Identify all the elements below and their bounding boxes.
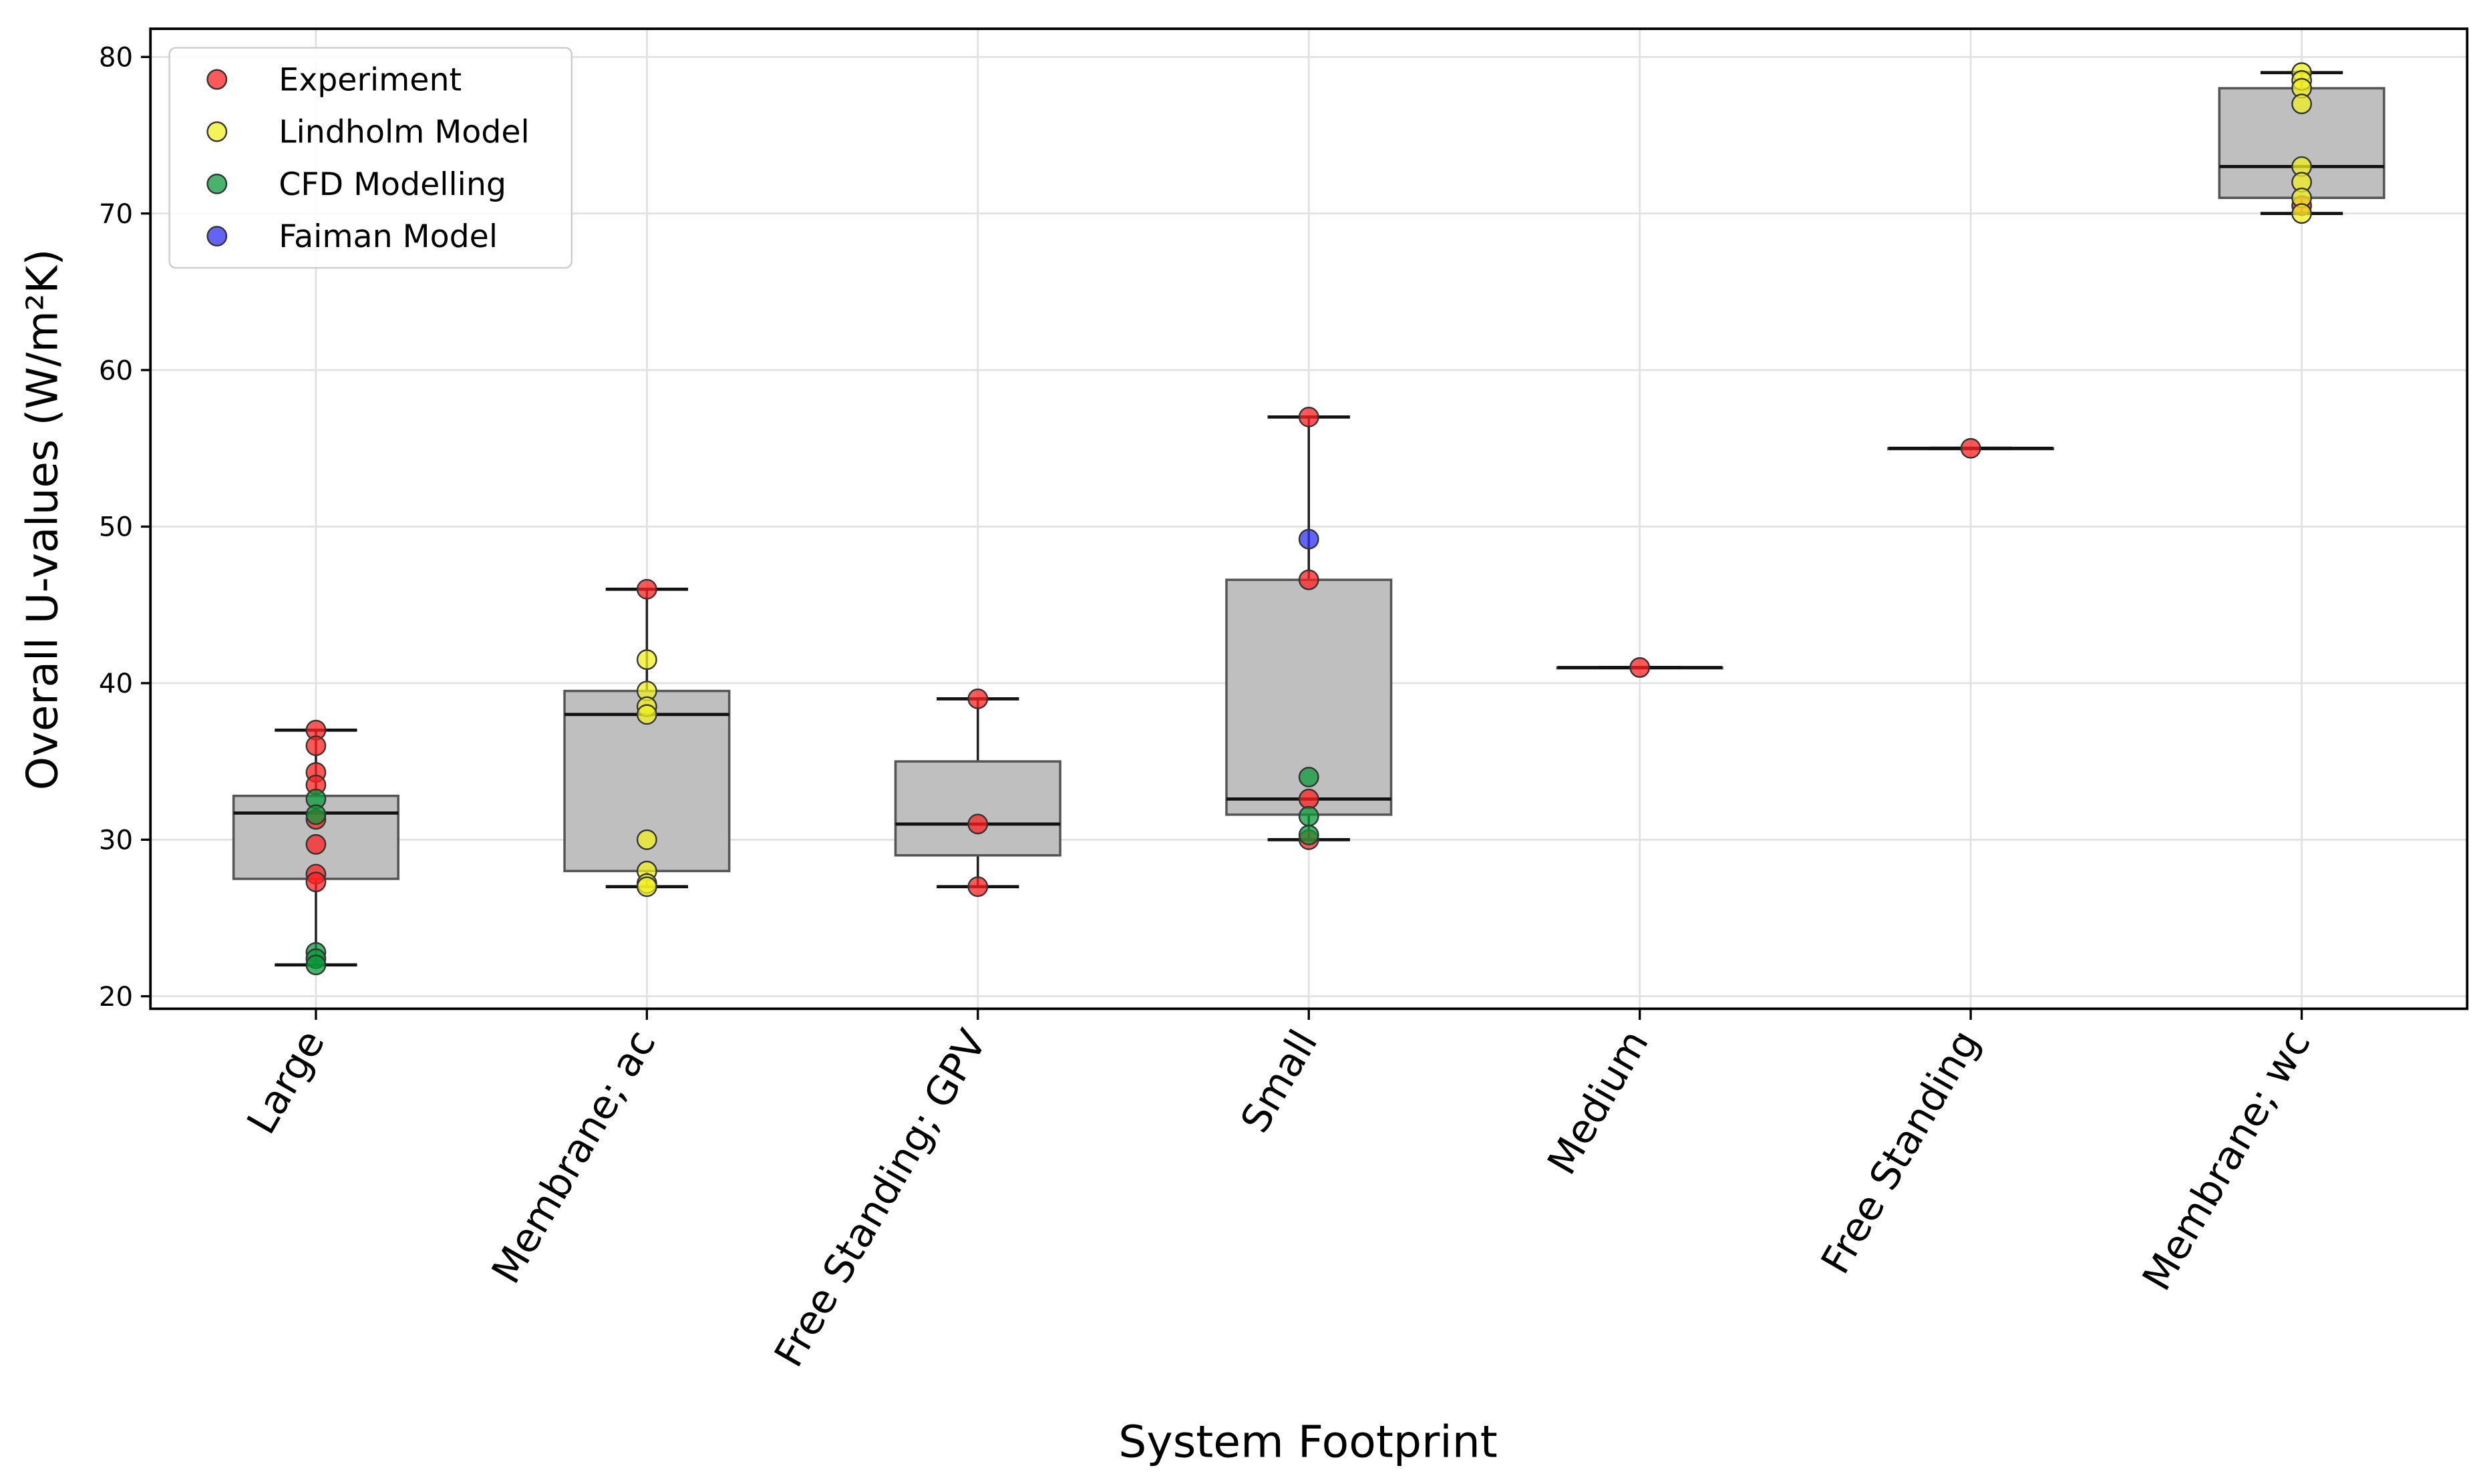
legend: Experiment Lindholm Model CFD Modelling Fai… (168, 47, 572, 269)
y-tick-label: 60 (99, 355, 133, 386)
legend-marker-experiment (206, 69, 228, 90)
x-tick-label: Membrane; wc (2133, 1022, 2319, 1298)
faiman-model-point (1298, 528, 1319, 550)
lindholm-model-point (2291, 203, 2312, 224)
cfd-modelling-point (1298, 805, 1319, 827)
cfd-modelling-point (1298, 767, 1319, 787)
lindholm-model-point (636, 829, 657, 850)
experiment-point (305, 872, 327, 892)
experiment-point (1960, 437, 1981, 459)
x-tick-label: Free Standing; GPV (766, 1022, 996, 1374)
box (894, 760, 1061, 857)
lindholm-model-point (636, 876, 657, 898)
experiment-point (1298, 569, 1319, 590)
experiment-point (636, 578, 657, 600)
x-axis-ticks: Large Membrane; ac Free Standing; GPV Small… (238, 1008, 2319, 1374)
legend-label-experiment: Experiment (279, 62, 462, 99)
y-tick-label: 30 (99, 825, 133, 856)
x-tick-label: Small (1232, 1022, 1327, 1140)
y-axis-ticks: 20 30 40 50 60 70 80 (99, 41, 151, 1012)
experiment-point (1298, 788, 1319, 809)
x-tick-label: Free Standing (1812, 1022, 1988, 1281)
cfd-modelling-point (305, 804, 327, 825)
y-tick-label: 80 (99, 41, 133, 73)
x-axis-label: System Footprint (1118, 1415, 1498, 1467)
x-tick-label: Membrane; ac (482, 1022, 664, 1291)
x-tick-label: Medium (1538, 1022, 1657, 1182)
experiment-point (1629, 657, 1651, 678)
y-tick-label: 50 (99, 512, 133, 543)
legend-marker-lindholm-model (206, 121, 228, 142)
lindholm-model-point (636, 649, 657, 671)
experiment-point (967, 813, 989, 835)
legend-label-lindholm-model: Lindholm Model (279, 114, 530, 151)
legend-label-cfd-modelling: CFD Modelling (279, 166, 506, 203)
legend-marker-cfd-modelling (206, 173, 228, 194)
legend-marker-faiman-model (206, 226, 228, 247)
y-tick-label: 40 (99, 668, 133, 699)
legend-label-faiman-model: Faiman Model (279, 218, 498, 255)
data-points (305, 62, 2312, 976)
lindholm-model-point (2291, 94, 2312, 114)
y-axis-label: Overall U-values (W/m²K) (18, 249, 67, 791)
y-tick-label: 70 (99, 198, 133, 230)
experiment-point (305, 833, 327, 855)
experiment-point (967, 688, 989, 709)
cfd-modelling-point (1298, 824, 1319, 846)
cfd-modelling-point (305, 954, 327, 976)
x-tick-label: Large (238, 1022, 333, 1141)
experiment-point (1298, 406, 1319, 427)
lindholm-model-point (636, 704, 657, 725)
experiment-point (967, 876, 989, 898)
y-tick-label: 20 (99, 981, 133, 1012)
experiment-point (305, 735, 327, 757)
